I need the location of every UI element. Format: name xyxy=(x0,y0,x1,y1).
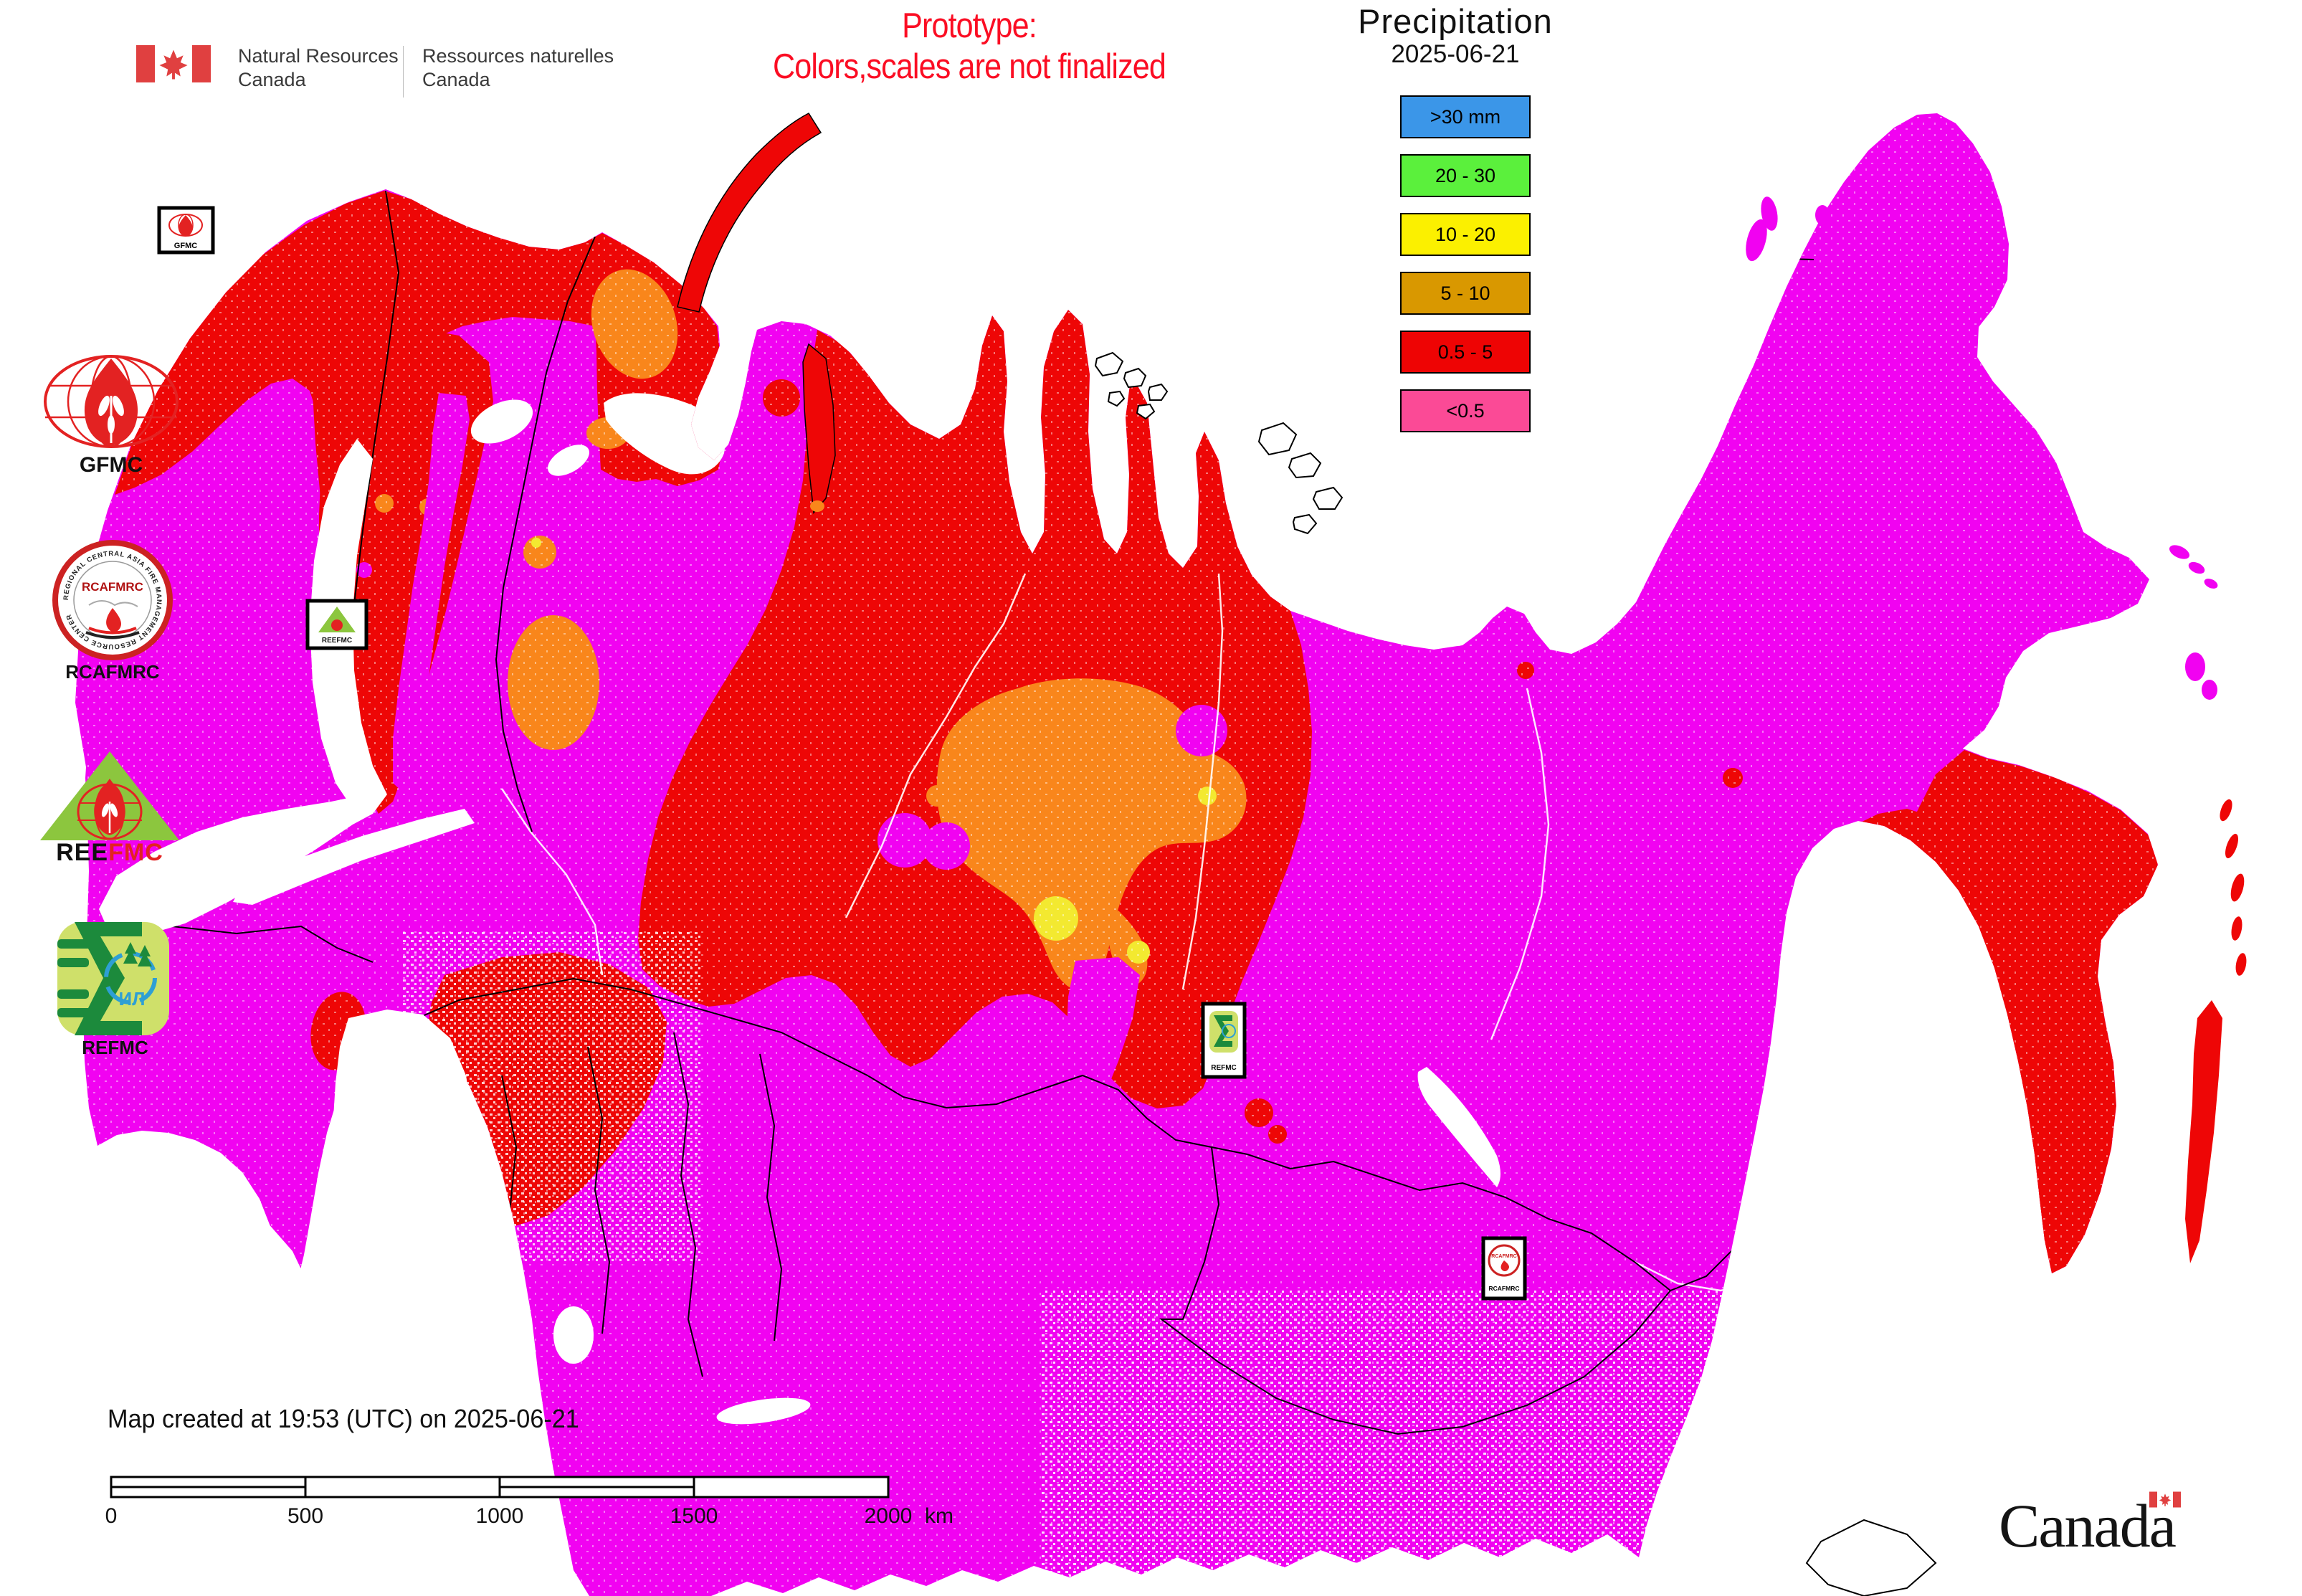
orange-blob-amur xyxy=(1837,1021,1963,1130)
map-marker-refmc: REFMC xyxy=(1201,1002,1247,1079)
svg-text:GFMC: GFMC xyxy=(174,242,197,250)
svg-text:REFMC: REFMC xyxy=(1211,1064,1237,1072)
reefmc-triangle-icon: REEFMC xyxy=(40,751,179,863)
scalebar-unit: km xyxy=(925,1504,953,1528)
scalebar xyxy=(110,1476,890,1498)
map-marker-rcafmrc: RCAFMRC RCAFMRC xyxy=(1481,1236,1527,1301)
nrcan-header: Natural Resources Canada Ressources natu… xyxy=(136,44,614,98)
novaya-zemlya xyxy=(677,113,836,514)
nrcan-title-fr: Ressources naturelles Canada xyxy=(422,45,614,90)
scalebar-tick-500: 500 xyxy=(287,1504,324,1528)
gfmc-logo: GFMC xyxy=(39,353,183,478)
legend-title: Precipitation xyxy=(1358,2,1553,40)
legend-item-lt05: <0.5 xyxy=(1400,389,1531,432)
baltic-sea xyxy=(99,439,475,936)
legend-item-05-5: 0.5 - 5 xyxy=(1400,331,1531,374)
scalebar-tick-0: 0 xyxy=(105,1504,118,1528)
lake-ladoga xyxy=(470,399,533,444)
svg-text:RCAFMRC: RCAFMRC xyxy=(1491,1254,1516,1259)
scalebar-tick-1500: 1500 xyxy=(670,1504,718,1528)
mountain-speckle xyxy=(1040,1291,1792,1596)
kuril-islands xyxy=(2220,799,2247,976)
gfmc-globe-flame-icon xyxy=(44,355,179,448)
red-region-anadyr xyxy=(2013,642,2151,687)
lake-onega xyxy=(548,445,589,476)
rcafmrc-circle-icon: REGIONAL CENTRAL ASIA FIRE MANAGEMENT RE… xyxy=(52,540,173,660)
franz-josef-land-outline xyxy=(1094,351,1169,420)
scalebar-tick-1000: 1000 xyxy=(475,1504,524,1528)
prototype-warning: Prototype: Colors,scales are not finaliz… xyxy=(773,6,1166,86)
legend-item-gt30: >30 mm xyxy=(1400,95,1531,138)
aral-sea xyxy=(553,1306,594,1364)
canada-wordmark-flag-icon xyxy=(2149,1491,2181,1508)
svg-text:REEFMC: REEFMC xyxy=(56,839,163,863)
severnaya-zemlya-outline xyxy=(1257,422,1343,535)
header-divider xyxy=(403,46,404,98)
lake-balkhash xyxy=(716,1397,811,1425)
sakhalin-island xyxy=(2185,1000,2222,1263)
legend-item-5-10: 5 - 10 xyxy=(1400,272,1531,315)
svg-text:RCAFMRC: RCAFMRC xyxy=(1489,1285,1520,1292)
svg-text:REEFMC: REEFMC xyxy=(322,637,352,645)
canada-flag-icon xyxy=(136,44,211,83)
refmc-sigma-icon: ИЛ xyxy=(57,922,169,1035)
svg-text:RCAFMRC: RCAFMRC xyxy=(82,580,143,594)
lake-baikal xyxy=(1417,1067,1500,1187)
yellow-spot-amur xyxy=(1857,1061,1873,1077)
map-marker-reefmc: REEFMC xyxy=(305,599,368,650)
scalebar-tick-2000: 2000 xyxy=(864,1504,913,1528)
canada-wordmark: Canada xyxy=(1999,1490,2181,1562)
ne-islands xyxy=(1746,196,2218,700)
legend-item-20-30: 20 - 30 xyxy=(1400,154,1531,197)
legend-date: 2025-06-21 xyxy=(1391,40,1520,68)
rcafmrc-logo: REGIONAL CENTRAL ASIA FIRE MANAGEMENT RE… xyxy=(52,539,173,683)
caspian-sea xyxy=(333,1010,534,1596)
svg-text:ИЛ: ИЛ xyxy=(119,988,146,1010)
reefmc-logo: REEFMC xyxy=(34,749,185,863)
legend-item-10-20: 10 - 20 xyxy=(1400,213,1531,256)
map-created-text: Map created at 19:53 (UTC) on 2025-06-21 xyxy=(108,1404,579,1433)
nrcan-title-en: Natural Resources Canada xyxy=(238,45,399,90)
map-marker-gfmc: GFMC xyxy=(157,206,215,255)
refmc-logo: ИЛ REFMC xyxy=(56,921,174,1059)
hokkaido-outline xyxy=(1805,1519,1937,1596)
